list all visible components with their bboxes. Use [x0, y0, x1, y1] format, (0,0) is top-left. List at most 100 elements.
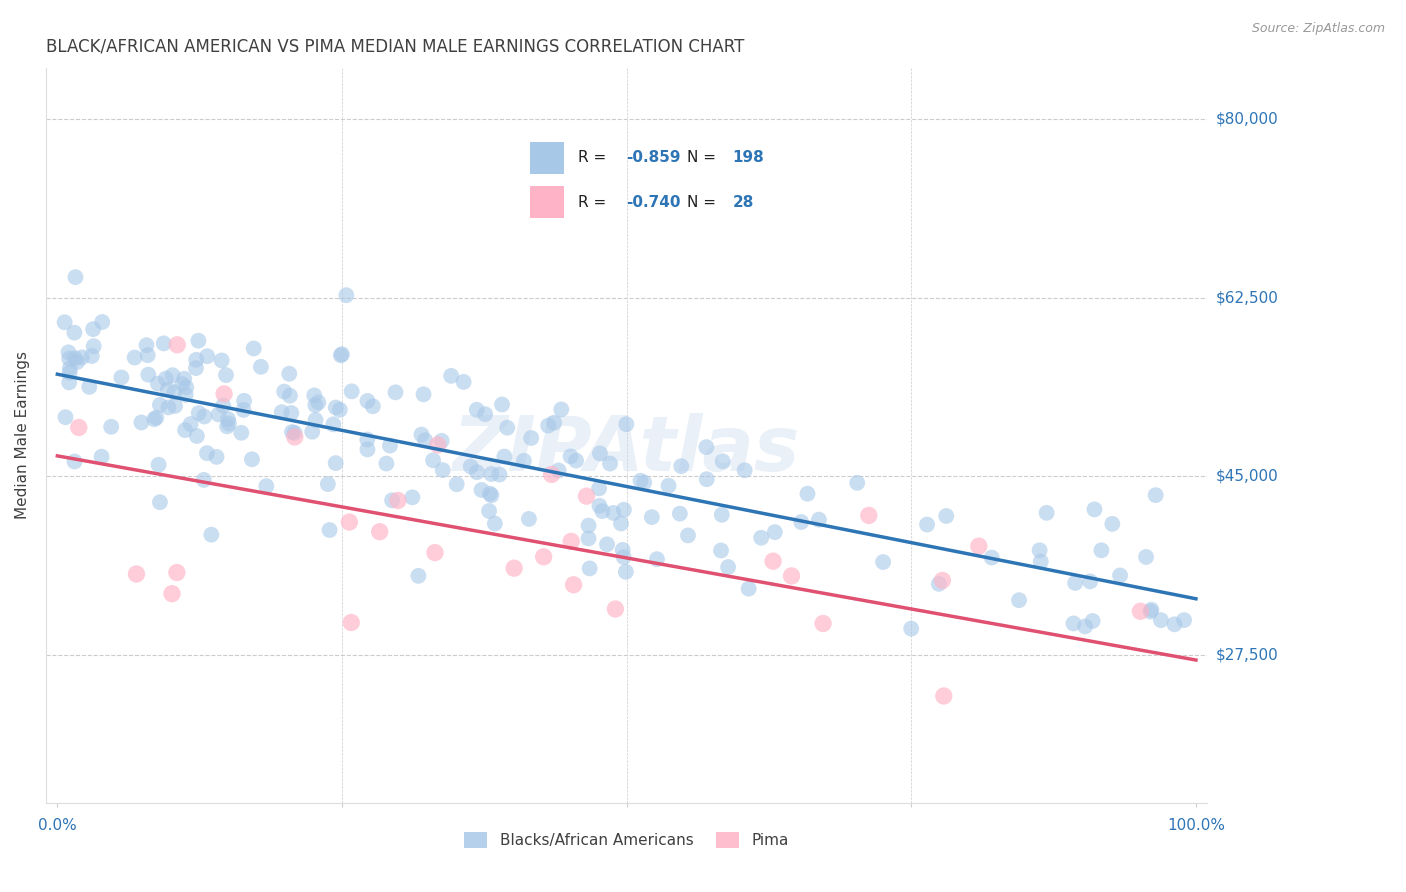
Point	[1035, 506, 1057, 520]
Point	[174, 388, 197, 402]
Point	[578, 532, 600, 546]
Point	[474, 407, 496, 421]
Point	[173, 372, 195, 386]
Point	[710, 543, 733, 558]
Point	[796, 486, 818, 500]
Point	[1150, 613, 1173, 627]
Point	[543, 416, 565, 430]
Point	[58, 345, 80, 359]
Point	[174, 423, 197, 437]
Point	[378, 439, 401, 453]
Point	[560, 534, 582, 549]
Point	[900, 622, 922, 636]
Point	[58, 351, 80, 366]
Point	[59, 361, 82, 376]
Point	[281, 425, 304, 439]
Point	[494, 450, 516, 464]
Point	[200, 527, 222, 541]
Point	[645, 552, 668, 566]
Point	[65, 270, 87, 285]
Text: 0.0%: 0.0%	[38, 818, 77, 833]
Point	[155, 371, 177, 385]
Point	[186, 429, 208, 443]
Point	[110, 370, 132, 384]
Point	[478, 486, 501, 500]
Point	[304, 398, 326, 412]
Bar	[530, 142, 564, 174]
Point	[1078, 574, 1101, 589]
Point	[737, 582, 759, 596]
Point	[166, 338, 188, 352]
Point	[710, 508, 733, 522]
Point	[517, 512, 540, 526]
Point	[337, 515, 360, 529]
Point	[166, 566, 188, 580]
Point	[479, 467, 502, 481]
Text: ZIPAtlas: ZIPAtlas	[453, 413, 800, 487]
Point	[207, 408, 229, 422]
Point	[711, 454, 734, 468]
Point	[125, 566, 148, 581]
Point	[58, 376, 80, 390]
Point	[1139, 605, 1161, 619]
Point	[368, 524, 391, 539]
Point	[520, 431, 543, 445]
Point	[488, 467, 510, 482]
Text: R =: R =	[578, 194, 610, 210]
Point	[233, 393, 256, 408]
Point	[780, 569, 803, 583]
Point	[478, 504, 501, 518]
Text: $45,000: $45,000	[1216, 469, 1278, 483]
Point	[278, 389, 301, 403]
Point	[329, 348, 352, 362]
Point	[162, 368, 184, 383]
Point	[422, 453, 444, 467]
Point	[1081, 614, 1104, 628]
Point	[250, 359, 273, 374]
Point	[384, 385, 406, 400]
Point	[304, 413, 326, 427]
Point	[465, 465, 488, 479]
Point	[630, 474, 652, 488]
Point	[695, 440, 717, 454]
Point	[872, 555, 894, 569]
Point	[1129, 604, 1152, 618]
Point	[143, 412, 166, 426]
Point	[82, 322, 104, 336]
Point	[284, 425, 307, 440]
Point	[717, 560, 740, 574]
Point	[641, 510, 664, 524]
Point	[136, 348, 159, 362]
Point	[669, 507, 692, 521]
Point	[325, 456, 347, 470]
Point	[465, 402, 488, 417]
Point	[591, 504, 613, 518]
Point	[1029, 555, 1052, 569]
Point	[63, 326, 86, 340]
Point	[217, 419, 239, 434]
Point	[163, 385, 186, 400]
Text: 198: 198	[733, 150, 765, 165]
Point	[100, 419, 122, 434]
Point	[610, 516, 633, 531]
Point	[676, 528, 699, 542]
Point	[807, 513, 830, 527]
Point	[657, 479, 679, 493]
Point	[180, 417, 202, 431]
Point	[613, 550, 636, 565]
Point	[356, 433, 378, 447]
Point	[381, 493, 404, 508]
Point	[614, 565, 637, 579]
Point	[211, 353, 233, 368]
Point	[301, 425, 323, 439]
Point	[1028, 543, 1050, 558]
Point	[503, 561, 526, 575]
Point	[280, 406, 302, 420]
Point	[80, 349, 103, 363]
Point	[131, 416, 153, 430]
Point	[193, 473, 215, 487]
Text: BLACK/AFRICAN AMERICAN VS PIMA MEDIAN MALE EARNINGS CORRELATION CHART: BLACK/AFRICAN AMERICAN VS PIMA MEDIAN MA…	[46, 37, 744, 55]
Point	[205, 450, 228, 464]
Point	[430, 434, 453, 448]
Point	[356, 442, 378, 457]
